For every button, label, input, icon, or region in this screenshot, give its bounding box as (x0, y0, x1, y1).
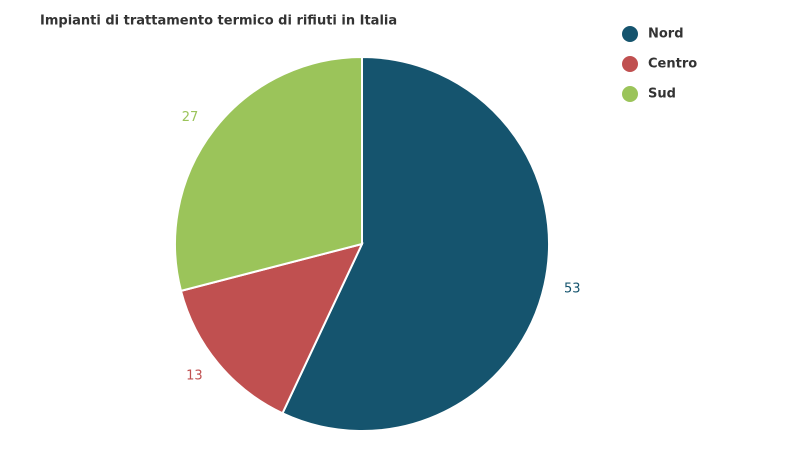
legend-marker (622, 56, 638, 72)
pie-slice (281, 55, 550, 432)
data-label: 27 (182, 110, 199, 125)
legend-label: Nord (648, 27, 684, 42)
pie-slice (174, 55, 363, 293)
legend-marker (622, 26, 638, 42)
pie-slice (179, 242, 364, 415)
legend-label: Sud (648, 87, 676, 102)
chart-title: Impianti di trattamento termico di rifiu… (40, 14, 397, 29)
data-label: 53 (564, 282, 581, 297)
legend-label: Centro (648, 57, 697, 72)
data-label: 13 (186, 369, 203, 384)
legend-marker (622, 86, 638, 102)
